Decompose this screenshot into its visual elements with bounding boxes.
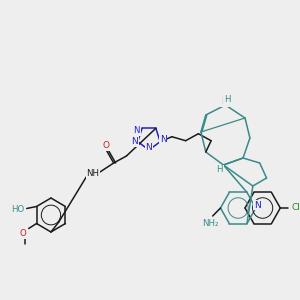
Text: HO: HO xyxy=(11,205,25,214)
Text: N: N xyxy=(160,135,167,144)
Text: NH: NH xyxy=(87,169,100,178)
Text: O: O xyxy=(20,229,26,238)
Text: N: N xyxy=(146,142,152,152)
Text: N: N xyxy=(254,200,261,209)
Text: Cl: Cl xyxy=(292,203,300,212)
Text: NH₂: NH₂ xyxy=(202,220,219,229)
Text: N: N xyxy=(131,137,138,146)
Text: O: O xyxy=(102,142,109,151)
Text: H: H xyxy=(224,94,231,103)
Text: N: N xyxy=(134,126,140,135)
Text: H: H xyxy=(216,166,223,175)
Text: H: H xyxy=(221,98,228,106)
